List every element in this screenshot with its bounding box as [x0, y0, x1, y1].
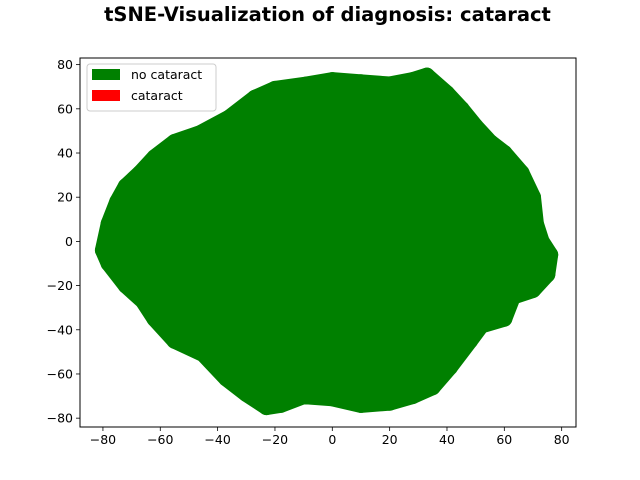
series-0-point — [404, 388, 421, 405]
series-0-point — [109, 193, 126, 210]
series-0-point — [192, 125, 209, 142]
series-0-point — [266, 80, 283, 97]
series-0-point — [324, 72, 341, 89]
series-0-point — [221, 109, 238, 126]
x-tick-label: 20 — [382, 432, 398, 447]
x-tick-label: 0 — [328, 432, 336, 447]
series-0-point — [117, 178, 134, 195]
series-0-point — [324, 390, 341, 407]
y-axis-ticks: −80 −60 −40 −20 0 20 40 60 80 — [47, 57, 80, 426]
series-0-point — [94, 242, 111, 259]
series-0-point — [504, 288, 521, 305]
series-0-point — [166, 133, 183, 150]
series-0-point — [117, 277, 134, 294]
series-0-point — [404, 72, 421, 89]
axes-frame — [79, 57, 577, 428]
series-0-point — [298, 76, 315, 93]
x-tick-label: −40 — [204, 432, 230, 447]
series-0-point — [195, 346, 212, 363]
y-tick-label: 0 — [65, 234, 73, 249]
series-0-point — [272, 396, 289, 413]
series-0-point — [135, 293, 152, 310]
x-tick-label: 80 — [554, 432, 570, 447]
x-tick-label: −80 — [90, 432, 116, 447]
series-0-point — [132, 164, 149, 181]
series-0-point — [438, 85, 455, 102]
series-0-point — [524, 189, 541, 206]
series-0-point — [533, 233, 550, 250]
y-tick-label: −60 — [47, 366, 73, 381]
series-0-point — [542, 246, 559, 263]
legend-label-0: no cataract — [131, 67, 202, 82]
series-0-point — [496, 310, 513, 327]
data-marks — [94, 67, 559, 416]
x-tick-label: −20 — [262, 432, 288, 447]
series-0-point — [481, 133, 498, 150]
series-0-point — [467, 118, 484, 135]
series-0-point — [352, 396, 369, 413]
series-0-point — [166, 332, 183, 349]
y-tick-label: 20 — [57, 190, 73, 205]
series-0-point — [100, 255, 117, 272]
series-0-point — [246, 89, 263, 106]
series-0-point — [524, 282, 541, 299]
series-0-point — [441, 359, 458, 376]
series-0-point — [453, 100, 470, 117]
x-tick-label: −60 — [147, 432, 173, 447]
series-0-point — [295, 388, 312, 405]
legend: no cataract cataract — [86, 63, 217, 112]
series-0-point — [424, 379, 441, 396]
y-tick-label: 60 — [57, 101, 73, 116]
series-0-point — [146, 149, 163, 166]
series-0-point — [513, 164, 530, 181]
y-tick-label: −40 — [47, 322, 73, 337]
y-tick-label: 80 — [57, 57, 73, 72]
series-0-point — [352, 74, 369, 91]
y-tick-label: −80 — [47, 411, 73, 426]
x-axis-ticks: −80 −60 −40 −20 0 20 40 60 80 — [90, 427, 570, 447]
series-0-point — [258, 399, 275, 416]
legend-swatch-1 — [92, 90, 120, 101]
chart-title: tSNE-Visualization of diagnosis: catarac… — [104, 3, 551, 26]
series-0-point — [381, 394, 398, 411]
series-0-point — [461, 332, 478, 349]
series-0-point — [473, 317, 490, 334]
series-0-point — [100, 215, 117, 232]
y-tick-label: 40 — [57, 146, 73, 161]
series-0-point — [238, 385, 255, 402]
series-0-point — [527, 215, 544, 232]
series-0-point — [418, 67, 435, 84]
legend-label-1: cataract — [131, 88, 183, 103]
series-0-point — [496, 145, 513, 162]
y-tick-label: −20 — [47, 278, 73, 293]
series-0-point — [146, 310, 163, 327]
series-0-point — [539, 266, 556, 283]
series-0-point — [381, 76, 398, 93]
x-tick-label: 60 — [496, 432, 512, 447]
series-0-point — [218, 370, 235, 387]
legend-swatch-0 — [92, 69, 120, 80]
x-tick-label: 40 — [439, 432, 455, 447]
